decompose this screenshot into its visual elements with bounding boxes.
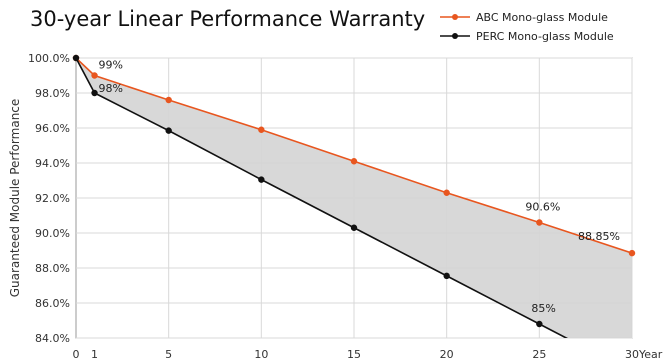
- x-tick-label: 25: [532, 348, 546, 361]
- y-tick-label: 88.0%: [35, 262, 70, 275]
- abc-series-point: [350, 158, 358, 165]
- gap-shaded-area: [76, 58, 632, 338]
- x-tick-label: 10: [254, 348, 268, 361]
- perc-series-point: [443, 272, 450, 280]
- y-tick-label: 96.0%: [35, 122, 70, 135]
- abc-series-point: [628, 249, 636, 257]
- legend-label: ABC Mono-glass Module: [476, 11, 608, 24]
- abc-series-point: [91, 72, 98, 79]
- x-tick-label: 0: [73, 348, 80, 361]
- perc-series-point: [258, 176, 265, 183]
- x-tick-label: 20: [440, 348, 454, 361]
- x-tick-label: 15: [347, 348, 361, 361]
- perc-series-point: [72, 54, 80, 62]
- legend-marker: [452, 33, 458, 39]
- y-tick-label: 84.0%: [35, 332, 70, 345]
- plot-area: 84.0% 86.0% 88.0% 90.0% 92.0% 94.0% 96.0% 98.0%…: [28, 52, 663, 361]
- legend: ABC Mono-glass Module PERC Mono-glass Mod…: [440, 11, 614, 43]
- abc-series-point: [258, 126, 265, 133]
- data-label: 85%: [531, 302, 555, 315]
- y-tick-label: 86.0%: [35, 297, 70, 310]
- x-tick-label: 30: [625, 348, 639, 361]
- y-tick-label: 94.0%: [35, 157, 70, 170]
- legend-label: PERC Mono-glass Module: [476, 30, 614, 43]
- y-tick-label: 98.0%: [35, 87, 70, 100]
- perc-series-point: [350, 224, 358, 231]
- chart-title: 30-year Linear Performance Warranty: [30, 7, 425, 31]
- y-axis-label: Guaranteed Module Performance: [8, 99, 22, 298]
- abc-series-point: [165, 96, 172, 104]
- y-tick-label: 92.0%: [35, 192, 70, 205]
- data-label: 90.6%: [525, 201, 560, 214]
- x-tick-label: 5: [165, 348, 172, 361]
- y-tick-label: 90.0%: [35, 227, 70, 240]
- data-label: 88.85%: [578, 230, 620, 243]
- y-tick-label: 100.0%: [28, 52, 70, 65]
- abc-series-point: [536, 219, 543, 226]
- perc-series-line: [76, 58, 569, 338]
- legend-marker: [452, 14, 458, 20]
- data-label: 98%: [99, 82, 123, 95]
- perc-series-point: [165, 127, 172, 134]
- perc-series-point: [91, 89, 98, 97]
- abc-series-line: [76, 58, 632, 254]
- perc-series-point: [536, 320, 543, 328]
- x-tick-label: 1: [91, 348, 98, 361]
- data-label: 99%: [99, 59, 123, 72]
- abc-series-point: [443, 189, 450, 196]
- x-unit-label: Year: [638, 348, 663, 361]
